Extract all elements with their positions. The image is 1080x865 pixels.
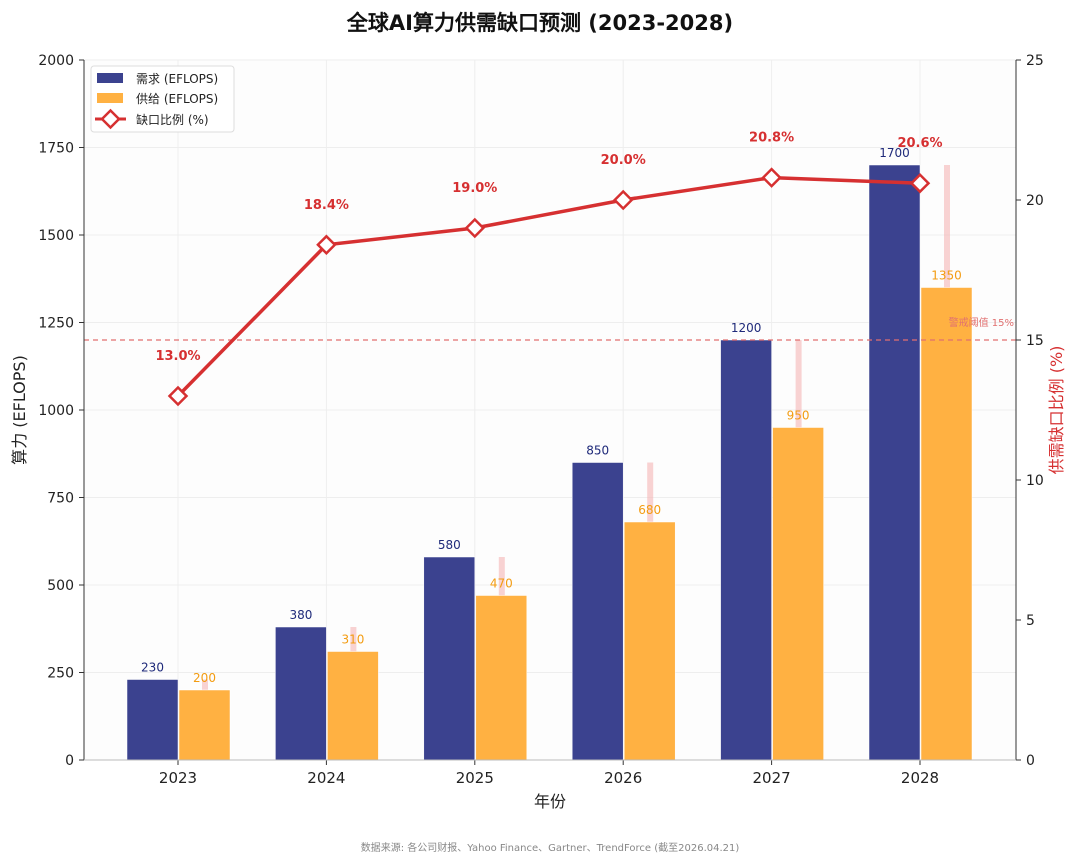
y-tick-label: 1750 bbox=[38, 141, 74, 157]
y-right-tick-label: 20 bbox=[1026, 193, 1044, 209]
demand-bar bbox=[720, 339, 772, 761]
gap-bar bbox=[944, 165, 950, 288]
demand-bar bbox=[423, 556, 476, 761]
gap-bar bbox=[202, 679, 208, 690]
gap-bar bbox=[795, 340, 802, 428]
x-tick-label: 2028 bbox=[901, 769, 939, 787]
demand-bar bbox=[275, 626, 327, 761]
gap-ratio-label: 19.0% bbox=[452, 181, 497, 196]
gap-bar bbox=[350, 627, 357, 652]
supply-bar bbox=[475, 595, 528, 761]
gap-ratio-marker bbox=[761, 167, 782, 188]
gap-ratio-label: 20.0% bbox=[601, 153, 646, 168]
y-tick-label: 500 bbox=[47, 578, 74, 594]
x-tick-label: 2023 bbox=[159, 769, 197, 787]
legend-label-demand: 需求 (EFLOPS) bbox=[136, 72, 218, 86]
x-tick-label: 2024 bbox=[307, 769, 345, 787]
y-right-tick-label: 5 bbox=[1026, 613, 1035, 629]
gap-ratio-label: 20.8% bbox=[749, 131, 794, 146]
y-right-tick-label: 10 bbox=[1026, 473, 1044, 489]
source-note: 数据来源: 各公司财报、Yahoo Finance、Gartner、TrendF… bbox=[361, 841, 740, 854]
y-right-axis-label: 供需缺口比例 (%) bbox=[1047, 346, 1066, 475]
supply-bar bbox=[327, 651, 379, 761]
legend bbox=[90, 65, 235, 133]
supply-bar bbox=[178, 689, 231, 761]
gap-ratio-marker bbox=[464, 217, 486, 239]
y-right-tick-label: 15 bbox=[1026, 333, 1044, 349]
legend-marker-gap bbox=[100, 108, 121, 130]
legend-swatch-supply bbox=[97, 93, 123, 103]
legend-swatch-demand bbox=[97, 73, 123, 83]
supply-bar bbox=[772, 427, 824, 761]
legend-label-supply: 供给 (EFLOPS) bbox=[136, 92, 218, 106]
y-right-tick-label: 0 bbox=[1026, 753, 1035, 769]
demand-label: 1700 bbox=[879, 146, 910, 160]
gap-ratio-line bbox=[176, 175, 921, 398]
demand-bar bbox=[126, 679, 179, 761]
y-tick-label: 2000 bbox=[38, 53, 74, 69]
supply-label: 1350 bbox=[931, 269, 962, 283]
gap-ratio-marker bbox=[316, 234, 337, 256]
y-axis-label: 算力 (EFLOPS) bbox=[10, 355, 29, 465]
demand-bar bbox=[868, 164, 921, 761]
supply-label: 310 bbox=[341, 633, 364, 647]
gap-ratio-label: 18.4% bbox=[304, 198, 349, 213]
demand-label: 1200 bbox=[731, 321, 762, 335]
supply-label: 470 bbox=[490, 577, 513, 591]
y-tick-label: 1500 bbox=[38, 228, 74, 244]
y-tick-label: 750 bbox=[47, 491, 74, 507]
y-tick-label: 250 bbox=[47, 666, 74, 682]
legend-label-gap: 缺口比例 (%) bbox=[136, 112, 209, 127]
demand-bar bbox=[571, 462, 624, 761]
supply-label: 200 bbox=[193, 671, 216, 685]
x-tick-label: 2027 bbox=[753, 769, 791, 787]
supply-bar bbox=[623, 521, 676, 761]
gap-ratio-marker bbox=[909, 172, 931, 194]
demand-label: 850 bbox=[586, 444, 609, 458]
gap-ratio-label: 20.6% bbox=[897, 136, 942, 151]
y-tick-label: 0 bbox=[65, 753, 74, 769]
x-tick-label: 2026 bbox=[604, 769, 642, 787]
threshold-label: 警戒阈值 15% bbox=[949, 316, 1014, 329]
gap-ratio-marker bbox=[167, 385, 189, 407]
demand-label: 230 bbox=[141, 661, 164, 675]
supply-label: 680 bbox=[638, 503, 661, 517]
gap-bar bbox=[498, 557, 505, 596]
y-tick-label: 1000 bbox=[38, 403, 74, 419]
supply-label: 950 bbox=[787, 409, 810, 423]
supply-bar bbox=[920, 287, 973, 761]
demand-label: 380 bbox=[289, 608, 312, 622]
y-tick-label: 1250 bbox=[38, 316, 74, 332]
gap-ratio-label: 13.0% bbox=[155, 349, 200, 364]
demand-label: 580 bbox=[438, 538, 461, 552]
chart-title: 全球AI算力供需缺口预测 (2023-2028) bbox=[346, 11, 733, 35]
gap-bar bbox=[647, 462, 654, 522]
y-right-tick-label: 25 bbox=[1026, 53, 1044, 69]
gap-ratio-marker bbox=[612, 189, 634, 211]
x-axis-label: 年份 bbox=[534, 792, 566, 811]
x-tick-label: 2025 bbox=[456, 769, 494, 787]
